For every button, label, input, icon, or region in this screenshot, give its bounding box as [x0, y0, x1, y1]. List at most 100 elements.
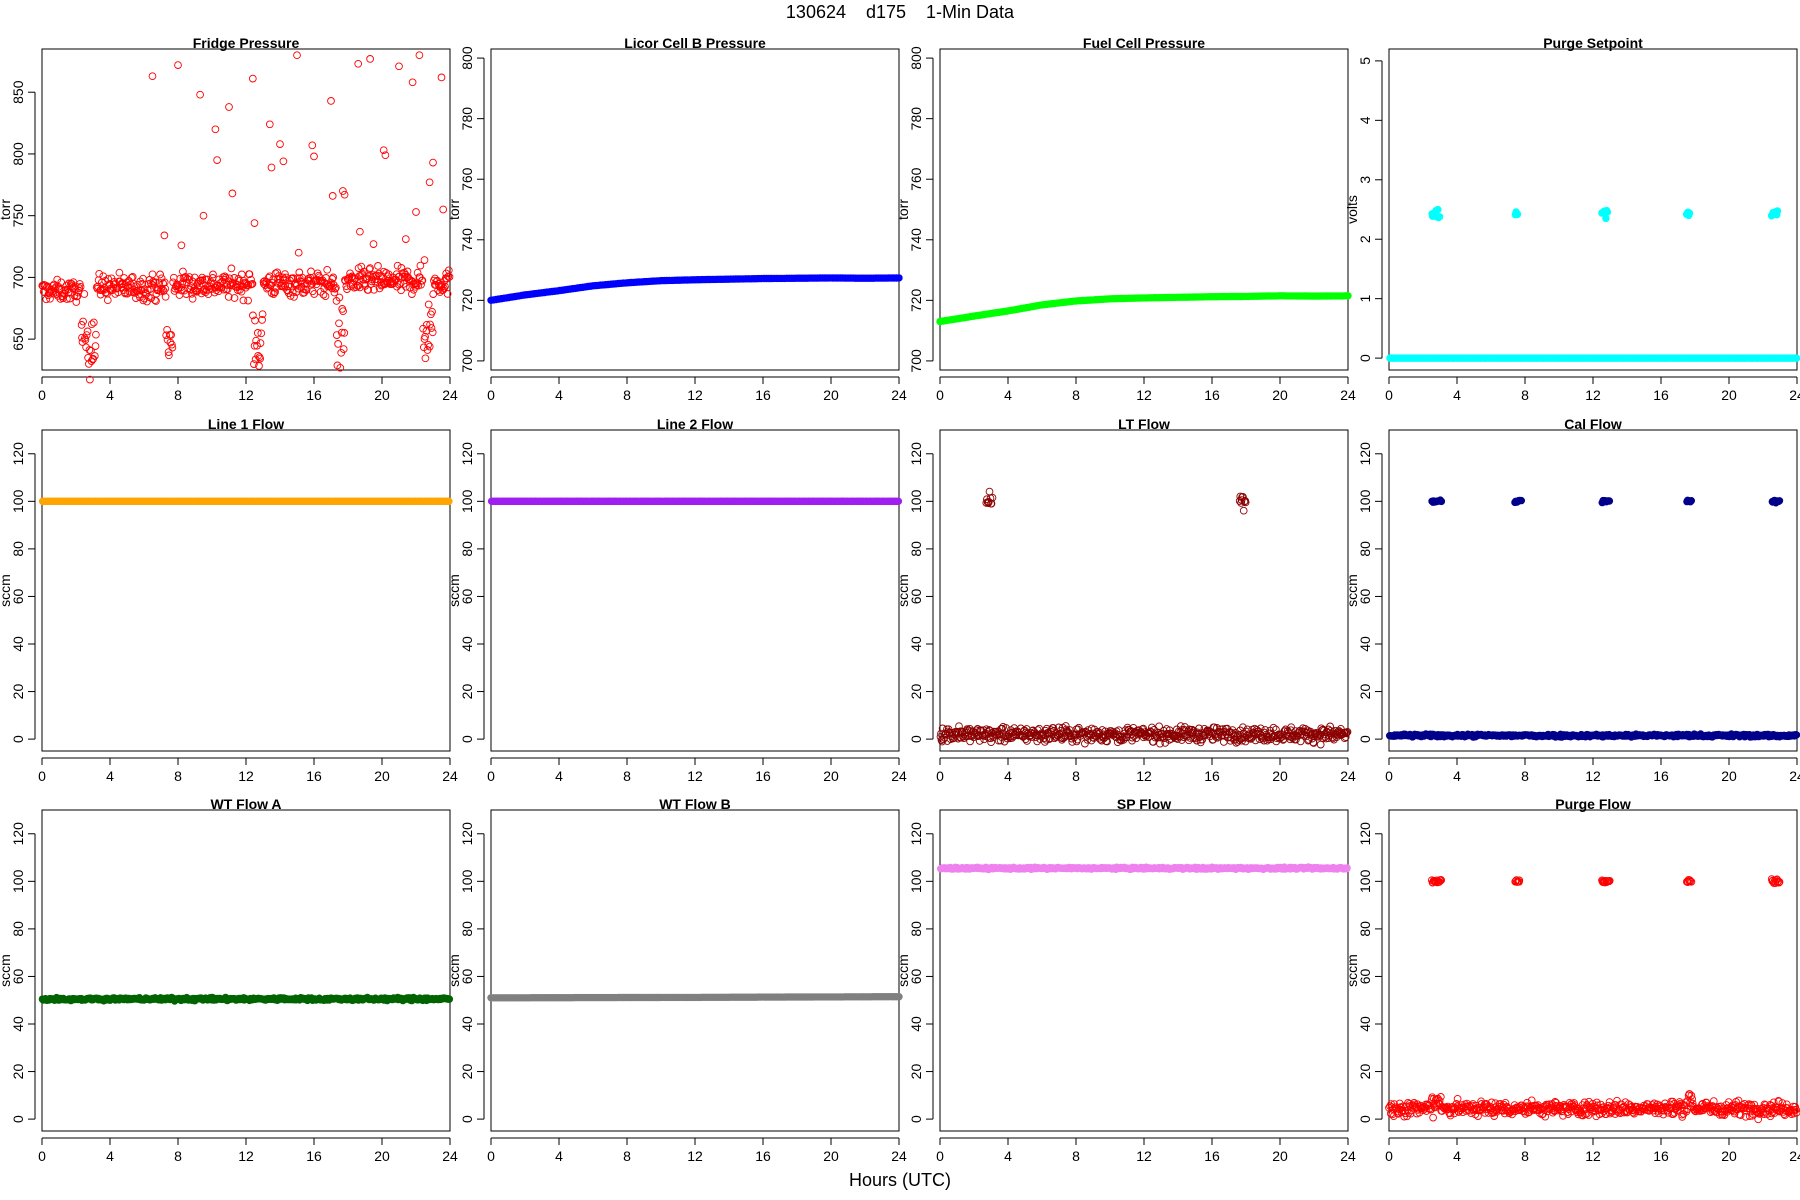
data-point: [248, 74, 257, 83]
data-point: [87, 346, 95, 355]
data-point: [1309, 738, 1318, 747]
y-tick-label: 80: [1357, 541, 1373, 557]
x-tick-label: 20: [1272, 768, 1288, 784]
data-point: [244, 296, 252, 305]
x-tick-label: 16: [306, 387, 322, 403]
x-tick-label: 20: [1272, 387, 1288, 403]
data-layer: [1385, 496, 1800, 741]
x-tick-label: 12: [238, 768, 254, 784]
data-point: [258, 316, 266, 324]
x-tick-label: 20: [1272, 1148, 1288, 1164]
x-tick-label: 24: [891, 768, 907, 784]
plot-frame: [1388, 48, 1798, 371]
y-tick-label: 40: [10, 636, 26, 652]
y-tick-label: 60: [459, 588, 475, 604]
y-tick-label: 60: [459, 968, 475, 984]
data-point: [332, 331, 341, 339]
data-point: [1605, 497, 1614, 505]
x-tick-label: 8: [174, 387, 182, 403]
x-tick-label: 4: [1453, 387, 1461, 403]
data-point: [1269, 723, 1278, 732]
data-point: [395, 280, 403, 289]
data-point: [1579, 1111, 1587, 1120]
data-point: [83, 327, 92, 336]
data-point: [424, 340, 433, 349]
data-point: [163, 335, 172, 344]
y-tick-label: 60: [10, 588, 26, 604]
y-tick-label: 850: [10, 80, 26, 104]
data-point: [328, 275, 337, 283]
panel-title: Line 1 Flow: [208, 416, 284, 432]
data-point: [237, 270, 246, 279]
plot-frame: [490, 429, 900, 752]
data-point: [420, 256, 429, 264]
x-tick-label: 4: [106, 1148, 114, 1164]
data-layer: [487, 497, 903, 506]
data-point: [224, 293, 233, 301]
plot-frame: [1388, 429, 1798, 752]
data-point: [401, 235, 410, 243]
x-tick-label: 12: [1585, 768, 1601, 784]
data-point: [424, 300, 433, 309]
data-point: [1406, 1109, 1415, 1118]
y-tick-label: 120: [10, 822, 26, 846]
x-tick-label: 8: [623, 387, 631, 403]
data-point: [174, 61, 182, 69]
data-point: [252, 336, 260, 345]
data-point: [103, 296, 112, 305]
data-point: [165, 351, 173, 360]
data-point: [1241, 498, 1250, 507]
y-tick-label: 120: [459, 822, 475, 846]
data-point: [954, 734, 962, 743]
data-point: [1239, 506, 1248, 515]
data-point: [988, 493, 997, 502]
data-point: [183, 274, 192, 283]
data-point: [308, 141, 317, 150]
data-point: [73, 292, 82, 301]
data-point: [393, 261, 402, 270]
y-tick-label: 40: [10, 1016, 26, 1032]
data-point: [395, 62, 403, 71]
y-axis-label: sccm: [446, 954, 462, 987]
data-point: [138, 280, 147, 288]
data-point: [87, 320, 96, 329]
data-point: [81, 336, 90, 344]
data-point: [53, 275, 62, 284]
x-tick-label: 24: [1789, 387, 1800, 403]
data-point: [1792, 731, 1800, 739]
x-tick-label: 12: [687, 387, 703, 403]
x-tick-label: 0: [487, 768, 495, 784]
y-tick-label: 20: [10, 1064, 26, 1080]
data-point: [75, 280, 84, 288]
x-tick-label: 16: [1653, 1148, 1669, 1164]
y-tick-label: 650: [10, 327, 26, 351]
data-point: [335, 319, 343, 328]
x-tick-label: 16: [755, 1148, 771, 1164]
y-tick-label: 80: [1357, 921, 1373, 937]
data-point: [176, 274, 185, 283]
x-tick-label: 8: [1521, 1148, 1529, 1164]
data-point: [1434, 205, 1442, 214]
data-point: [337, 328, 346, 337]
data-point: [72, 298, 81, 306]
data-point: [276, 140, 284, 148]
data-point: [1041, 738, 1049, 746]
data-point: [335, 293, 344, 302]
data-point: [356, 283, 364, 292]
y-axis-label: sccm: [1344, 954, 1360, 987]
data-point: [239, 296, 248, 305]
data-point: [1593, 1098, 1601, 1107]
data-point: [169, 273, 178, 282]
y-axis-label: volts: [1344, 195, 1360, 224]
data-point: [426, 320, 434, 329]
data-point: [80, 290, 89, 298]
data-point: [77, 321, 86, 329]
y-tick-label: 40: [1357, 1016, 1373, 1032]
x-tick-label: 4: [1453, 1148, 1461, 1164]
data-point: [1247, 734, 1256, 742]
x-tick-label: 12: [1585, 1148, 1601, 1164]
